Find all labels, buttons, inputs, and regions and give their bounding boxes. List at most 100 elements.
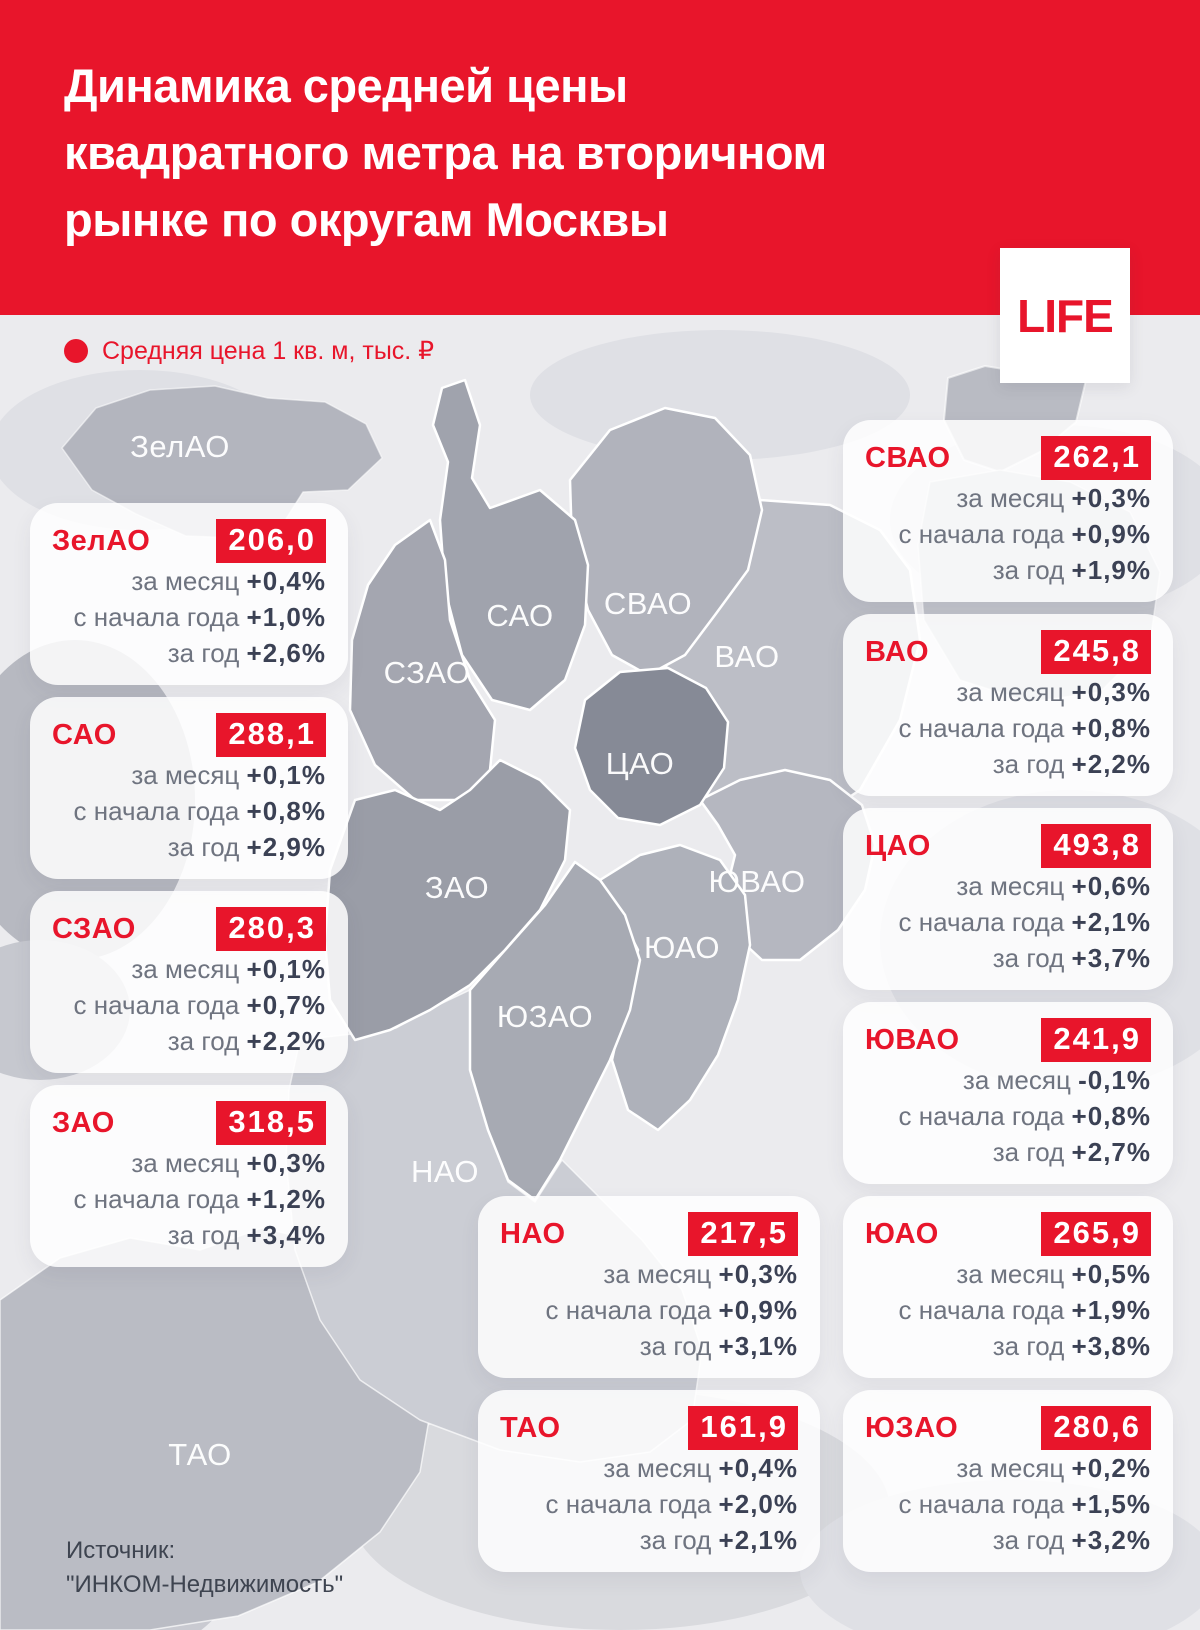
stat-value: +0,2%	[1071, 1453, 1151, 1483]
stat-row-month: за месяц +0,1%	[52, 951, 326, 987]
stat-row-ytd: с начала года +1,9%	[865, 1292, 1151, 1328]
stat-value: +1,9%	[1071, 555, 1151, 585]
stat-label: за год	[992, 555, 1065, 585]
price-badge: 206,0	[216, 519, 326, 563]
price-badge: 245,8	[1041, 630, 1151, 674]
stat-row-year: за год +2,2%	[52, 1023, 326, 1059]
stat-row-ytd: с начала года +1,0%	[52, 599, 326, 635]
stat-row-year: за год +3,2%	[865, 1522, 1151, 1558]
stat-label: за год	[639, 1331, 712, 1361]
stat-label: с начала года	[898, 1295, 1065, 1325]
stat-value: +2,0%	[718, 1489, 798, 1519]
stat-label: с начала года	[73, 1184, 240, 1214]
stat-label: за год	[639, 1525, 712, 1555]
stat-value: +0,4%	[246, 566, 326, 596]
district-name: ЗАО	[52, 1106, 115, 1139]
stat-value: +0,6%	[1071, 871, 1151, 901]
stat-value: +2,9%	[246, 832, 326, 862]
card-svao: СВАО 262,1 за месяц +0,3% с начала года …	[843, 420, 1173, 602]
card-yuao: ЮАО 265,9 за месяц +0,5% с начала года +…	[843, 1196, 1173, 1378]
price-badge: 288,1	[216, 713, 326, 757]
stat-value: +2,6%	[246, 638, 326, 668]
district-shape-svao	[568, 406, 764, 677]
stat-label: за год	[992, 1137, 1065, 1167]
stat-row-year: за год +2,1%	[500, 1522, 798, 1558]
stat-label: за месяц	[131, 954, 240, 984]
card-tao: ТАО 161,9 за месяц +0,4% с начала года +…	[478, 1390, 820, 1572]
source-note: Источник: "ИНКОМ-Недвижимость"	[66, 1534, 343, 1602]
title-line-1: Динамика средней цены	[64, 59, 628, 112]
stat-value: +1,2%	[246, 1184, 326, 1214]
stat-value: +3,8%	[1071, 1331, 1151, 1361]
stat-value: +0,8%	[1071, 1101, 1151, 1131]
stat-row-year: за год +2,6%	[52, 635, 326, 671]
price-badge: 217,5	[688, 1212, 798, 1256]
map-label-cao: ЦАО	[605, 746, 675, 781]
legend: Средняя цена 1 кв. м, тыс. ₽	[64, 336, 434, 366]
stat-row-ytd: с начала года +2,1%	[865, 904, 1151, 940]
price-badge: 280,3	[216, 907, 326, 951]
stat-value: +0,9%	[1071, 519, 1151, 549]
map-label-yuao: ЮАО	[644, 930, 720, 965]
stat-label: с начала года	[73, 990, 240, 1020]
card-sao: САО 288,1 за месяц +0,1% с начала года +…	[30, 697, 348, 879]
stat-row-ytd: с начала года +0,8%	[865, 1098, 1151, 1134]
district-name: НАО	[500, 1217, 566, 1250]
stat-row-month: за месяц +0,4%	[500, 1450, 798, 1486]
district-name: ТАО	[500, 1411, 561, 1444]
district-name: СЗАО	[52, 912, 136, 945]
map-label-tao: ТАО	[168, 1437, 232, 1472]
life-logo: LIFE	[1000, 248, 1130, 383]
stat-row-ytd: с начала года +0,9%	[500, 1292, 798, 1328]
stat-row-month: за месяц +0,1%	[52, 757, 326, 793]
stat-label: за месяц	[956, 483, 1065, 513]
map-label-yuzao: ЮЗАО	[496, 999, 594, 1034]
card-vao: ВАО 245,8 за месяц +0,3% с начала года +…	[843, 614, 1173, 796]
stat-label: за год	[992, 1525, 1065, 1555]
stat-value: +3,2%	[1071, 1525, 1151, 1555]
stat-label: с начала года	[73, 602, 240, 632]
stat-label: за год	[167, 1220, 240, 1250]
stat-value: +0,1%	[246, 954, 326, 984]
stat-label: за год	[167, 638, 240, 668]
district-name: ВАО	[865, 635, 930, 668]
stat-row-year: за год +2,9%	[52, 829, 326, 865]
stat-label: за месяц	[962, 1065, 1071, 1095]
page-title: Динамика средней цены квадратного метра …	[64, 52, 827, 253]
title-line-2: квадратного метра на вторичном	[64, 126, 827, 179]
stat-value: +0,5%	[1071, 1259, 1151, 1289]
stat-row-month: за месяц +0,3%	[500, 1256, 798, 1292]
stat-row-year: за год +3,8%	[865, 1328, 1151, 1364]
stat-row-year: за год +2,2%	[865, 746, 1151, 782]
stat-row-ytd: с начала года +0,8%	[52, 793, 326, 829]
stat-label: за месяц	[956, 677, 1065, 707]
district-name: САО	[52, 718, 117, 751]
stat-row-month: за месяц -0,1%	[865, 1062, 1151, 1098]
stat-row-ytd: с начала года +1,2%	[52, 1181, 326, 1217]
map-label-vao: ВАО	[714, 639, 780, 674]
card-yuvao: ЮВАО 241,9 за месяц -0,1% с начала года …	[843, 1002, 1173, 1184]
stat-value: +3,4%	[246, 1220, 326, 1250]
stat-label: за год	[992, 749, 1065, 779]
district-name: СВАО	[865, 441, 951, 474]
map-label-svao: СВАО	[603, 586, 693, 621]
stat-value: +0,8%	[1071, 713, 1151, 743]
stat-value: +0,3%	[1071, 677, 1151, 707]
map-label-zelao: ЗелАО	[130, 429, 230, 464]
stat-label: с начала года	[545, 1295, 712, 1325]
stat-row-ytd: с начала года +0,8%	[865, 710, 1151, 746]
price-badge: 318,5	[216, 1101, 326, 1145]
stat-value: +2,1%	[1071, 907, 1151, 937]
card-cao: ЦАО 493,8 за месяц +0,6% с начала года +…	[843, 808, 1173, 990]
card-zao: ЗАО 318,5 за месяц +0,3% с начала года +…	[30, 1085, 348, 1267]
stat-label: с начала года	[73, 796, 240, 826]
stat-value: +2,2%	[1071, 749, 1151, 779]
district-name: ЮВАО	[865, 1023, 960, 1056]
stat-value: -0,1%	[1078, 1065, 1151, 1095]
stat-value: +2,1%	[718, 1525, 798, 1555]
stat-row-year: за год +3,7%	[865, 940, 1151, 976]
stat-label: за месяц	[956, 871, 1065, 901]
stat-label: за месяц	[956, 1453, 1065, 1483]
price-badge: 265,9	[1041, 1212, 1151, 1256]
stat-label: за год	[167, 832, 240, 862]
